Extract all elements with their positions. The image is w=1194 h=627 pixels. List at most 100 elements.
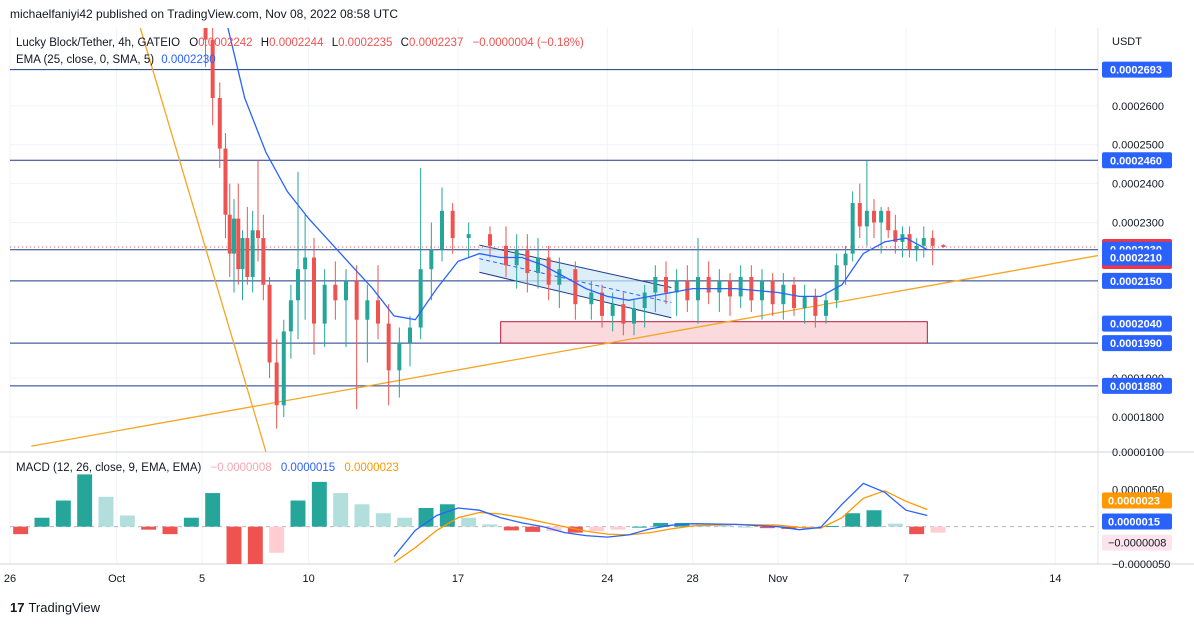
candle-body — [900, 234, 905, 242]
candle-body — [864, 210, 869, 227]
legend-c-value: 0.0002237 — [409, 37, 463, 49]
macd-histogram-bar — [375, 513, 391, 527]
legend-macd-hist: −0.0000008 — [211, 462, 272, 474]
tradingview-logo-icon: 17 — [10, 600, 25, 615]
macd-histogram-bar — [866, 510, 882, 527]
plain-price-label-box — [1102, 315, 1172, 332]
candle-body — [843, 253, 848, 266]
candle-body — [261, 238, 266, 285]
macd-layer — [10, 474, 1098, 564]
level-price-label: 0.0002693 — [1110, 65, 1162, 77]
candle-body — [706, 276, 711, 293]
candle-body — [210, 39, 215, 99]
svg-text:EMA (25, close, 0, SMA, 5): EMA (25, close, 0, SMA, 5) 0.0002230 — [16, 54, 216, 66]
legend-h-label: H — [261, 37, 269, 49]
level-price-label-box — [1102, 152, 1172, 169]
candles-layer — [203, 28, 946, 429]
candle-body — [573, 269, 578, 305]
time-tick-label: 24 — [601, 573, 613, 585]
time-tick-label: Oct — [108, 573, 125, 585]
candle-body — [525, 249, 530, 274]
candle-body — [850, 203, 855, 254]
axes-layer: USDT 0.0002600 0.0002500 0.0002400 0.0002300… — [4, 36, 1172, 585]
macd-histogram-bar — [525, 526, 541, 532]
price-tick-label: 0.0001800 — [1112, 412, 1164, 424]
legend-symbol: Lucky Block/Tether, 4h, GATEIO — [16, 37, 180, 49]
macd-histogram-bar — [482, 524, 498, 527]
macd-histogram-bar — [845, 513, 861, 527]
macd-histogram-bar — [183, 517, 199, 527]
plain-price-label: 0.0002040 — [1110, 319, 1162, 331]
candle-body — [546, 257, 551, 285]
candle-body — [386, 323, 391, 371]
candle-body — [674, 280, 679, 293]
candle-body — [245, 238, 250, 277]
candle-body — [303, 257, 308, 270]
legend-change: −0.0000004 (−0.18%) — [473, 37, 584, 49]
level-price-label-box — [1102, 377, 1172, 394]
macd-histogram-bar — [546, 526, 562, 532]
legend-ema-value: 0.0002230 — [161, 54, 215, 66]
candle-body — [813, 296, 818, 316]
tradingview-logo[interactable]: 17 TradingView — [10, 600, 100, 615]
svg-text:MACD (12, 26, close, 9, EMA, E: MACD (12, 26, close, 9, EMA, EMA) −0.000… — [16, 462, 399, 474]
legend-ema-label: EMA (25, close, 0, SMA, 5) — [16, 54, 154, 66]
macd-histogram-bar — [909, 526, 925, 535]
legend-o-value: 0.0002242 — [198, 37, 252, 49]
macd-histogram-bar — [247, 526, 263, 564]
candle-body — [217, 98, 222, 149]
candle-body — [738, 276, 743, 297]
level-price-label: 0.0001990 — [1110, 338, 1162, 350]
macd-histogram-bar — [55, 500, 71, 527]
candle-body — [685, 280, 690, 301]
price-tick-label: 0.0002500 — [1112, 140, 1164, 152]
macd-signal-label: 0.0000023 — [1108, 495, 1160, 507]
price-tick-label: 0.0002300 — [1112, 217, 1164, 229]
candle-body — [203, 28, 208, 40]
demand-zone-rectangle — [500, 321, 928, 344]
candle-body — [632, 308, 636, 324]
candle-body — [312, 257, 316, 324]
level-price-label-box — [1102, 335, 1172, 352]
macd-macd-label-box — [1102, 513, 1172, 530]
candle-body — [223, 148, 228, 215]
macd-histogram-bar — [269, 526, 285, 553]
macd-histogram-bar — [34, 517, 50, 527]
macd-hist-label-box — [1102, 534, 1172, 551]
macd-histogram-bar — [141, 526, 157, 530]
candle-body — [930, 238, 935, 246]
descending-trendline — [139, 28, 267, 452]
legend-macd-line: 0.0000015 — [281, 462, 335, 474]
macd-histogram-bar — [589, 526, 605, 532]
macd-tick-label: 0.0000100 — [1112, 447, 1164, 459]
macd-histogram-bar — [738, 526, 754, 528]
candle-body — [749, 276, 754, 301]
candle-body — [450, 210, 455, 239]
candle-body — [857, 203, 862, 227]
time-tick-label: 7 — [903, 573, 909, 585]
legend-h-value: 0.0002244 — [269, 37, 324, 49]
macd-histogram-bar — [717, 525, 733, 527]
legend-l-label: L — [332, 37, 339, 49]
time-tick-label: 10 — [303, 573, 315, 585]
candle-body — [921, 238, 926, 246]
macd-line — [393, 482, 928, 557]
candle-body — [834, 265, 839, 301]
level-price-label: 0.0001880 — [1110, 381, 1162, 393]
macd-histogram-bar — [823, 525, 839, 527]
candle-body — [236, 218, 241, 270]
macd-histogram-bar — [77, 474, 93, 527]
macd-signal-label-box — [1102, 492, 1172, 509]
candle-body — [941, 245, 946, 248]
ema-line — [227, 28, 928, 321]
macd-macd-label: 0.0000015 — [1108, 516, 1160, 528]
macd-histogram-bar — [13, 526, 29, 535]
ema-layer — [227, 28, 928, 321]
candle-body — [281, 331, 286, 406]
macd-signal-line — [393, 490, 928, 564]
legend-o-label: O — [189, 37, 198, 49]
macd-histogram-bar — [653, 522, 669, 527]
svg-text:Lucky Block/Tether, 4h, GATEIO: Lucky Block/Tether, 4h, GATEIO O0.000224… — [16, 37, 584, 49]
macd-histogram-bar — [205, 493, 221, 527]
